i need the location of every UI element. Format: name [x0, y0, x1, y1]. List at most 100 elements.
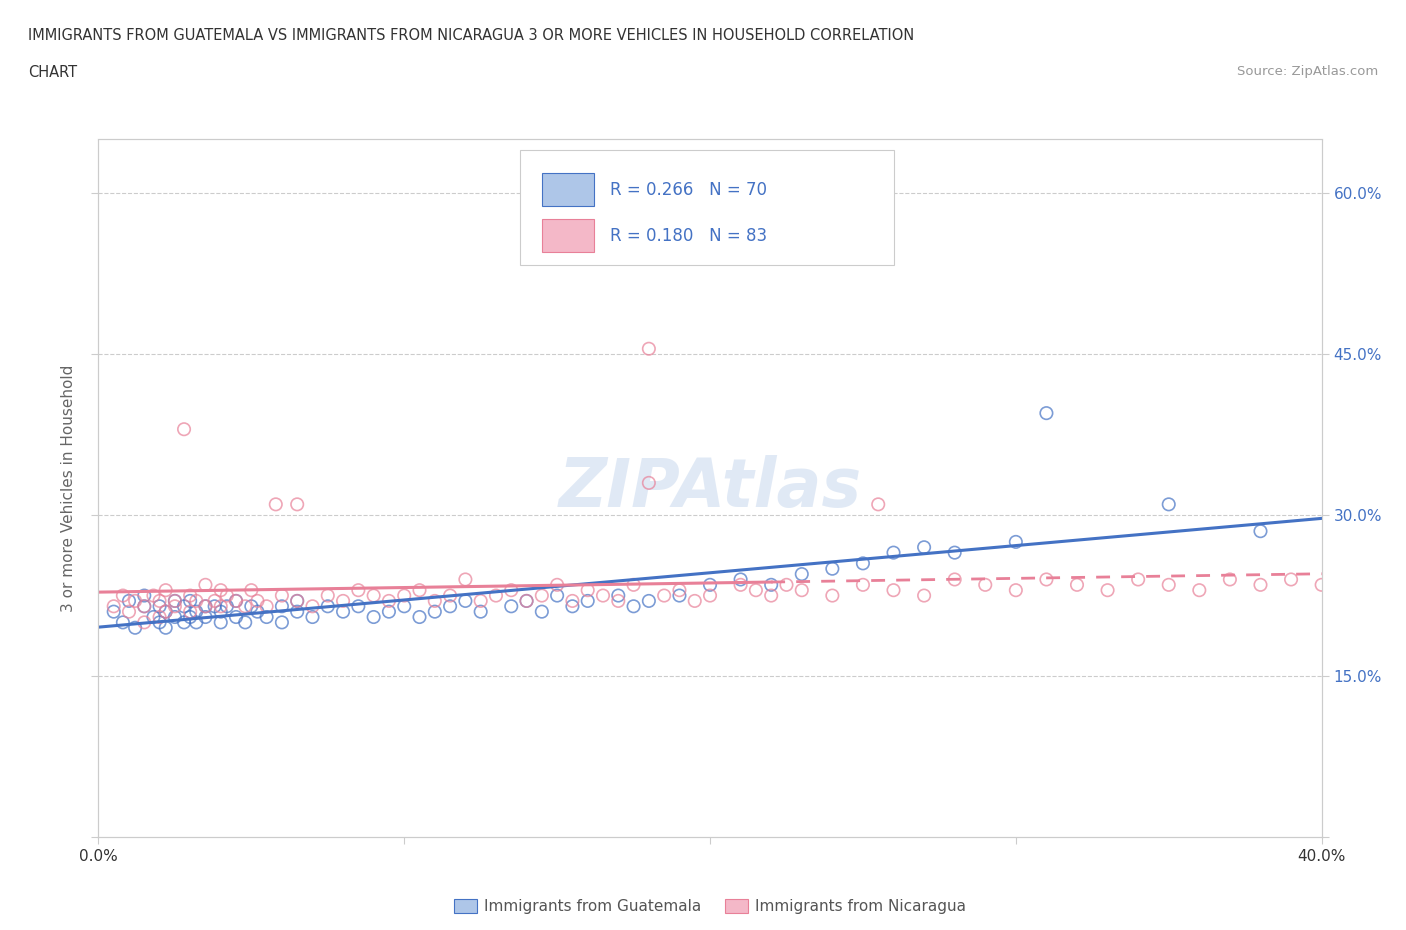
- Text: IMMIGRANTS FROM GUATEMALA VS IMMIGRANTS FROM NICARAGUA 3 OR MORE VEHICLES IN HOU: IMMIGRANTS FROM GUATEMALA VS IMMIGRANTS …: [28, 28, 914, 43]
- Point: [821, 562, 844, 577]
- Point: [668, 583, 690, 598]
- Point: [332, 593, 354, 608]
- Point: [501, 583, 523, 598]
- Point: [256, 599, 278, 614]
- Point: [1035, 572, 1057, 587]
- Point: [285, 497, 308, 512]
- Point: [194, 578, 217, 592]
- Point: [408, 583, 430, 598]
- Point: [179, 604, 201, 619]
- Point: [363, 609, 385, 624]
- Point: [225, 593, 247, 608]
- Point: [194, 599, 217, 614]
- Point: [852, 556, 875, 571]
- Point: [561, 599, 583, 614]
- Point: [246, 604, 269, 619]
- Point: [285, 604, 308, 619]
- Point: [233, 599, 256, 614]
- Point: [1157, 578, 1180, 592]
- Point: [163, 593, 186, 608]
- Point: [155, 620, 177, 635]
- Point: [194, 599, 217, 614]
- Point: [530, 604, 553, 619]
- Point: [194, 609, 217, 624]
- Point: [173, 422, 195, 437]
- Point: [1066, 578, 1088, 592]
- Point: [316, 588, 339, 603]
- Point: [204, 599, 226, 614]
- Point: [1035, 405, 1057, 420]
- Point: [1004, 535, 1026, 550]
- Point: [155, 604, 177, 619]
- Point: [209, 599, 232, 614]
- Point: [423, 604, 446, 619]
- Point: [215, 588, 238, 603]
- Point: [270, 588, 292, 603]
- Point: [623, 578, 645, 592]
- Point: [439, 588, 461, 603]
- Point: [912, 539, 935, 554]
- Point: [111, 588, 134, 603]
- Point: [179, 593, 201, 608]
- Point: [546, 578, 568, 592]
- Point: [225, 609, 247, 624]
- Point: [285, 593, 308, 608]
- Text: R = 0.266   N = 70: R = 0.266 N = 70: [610, 180, 766, 199]
- Point: [124, 593, 146, 608]
- Point: [103, 599, 125, 614]
- Point: [270, 615, 292, 630]
- Point: [134, 615, 156, 630]
- Point: [163, 593, 186, 608]
- Point: [179, 609, 201, 624]
- Text: CHART: CHART: [28, 65, 77, 80]
- Point: [516, 593, 538, 608]
- Point: [576, 593, 599, 608]
- Point: [347, 583, 370, 598]
- Point: [209, 583, 232, 598]
- Point: [974, 578, 997, 592]
- Point: [332, 604, 354, 619]
- Point: [118, 604, 141, 619]
- Point: [155, 583, 177, 598]
- Point: [149, 593, 172, 608]
- Point: [943, 545, 966, 560]
- Point: [637, 341, 661, 356]
- Point: [470, 604, 492, 619]
- Point: [142, 588, 165, 603]
- Point: [607, 593, 630, 608]
- Point: [163, 609, 186, 624]
- Point: [759, 578, 782, 592]
- Point: [209, 615, 232, 630]
- Point: [392, 588, 416, 603]
- Point: [134, 599, 156, 614]
- Point: [883, 583, 905, 598]
- Point: [607, 588, 630, 603]
- Point: [454, 593, 477, 608]
- Point: [730, 578, 752, 592]
- Point: [142, 609, 165, 624]
- Point: [470, 593, 492, 608]
- Point: [347, 599, 370, 614]
- Point: [561, 593, 583, 608]
- Legend: Immigrants from Guatemala, Immigrants from Nicaragua: Immigrants from Guatemala, Immigrants fr…: [447, 893, 973, 920]
- Point: [173, 615, 195, 630]
- Point: [637, 475, 661, 490]
- Point: [576, 583, 599, 598]
- Point: [1128, 572, 1150, 587]
- Point: [485, 588, 508, 603]
- Point: [868, 497, 890, 512]
- Point: [683, 593, 706, 608]
- Point: [501, 599, 523, 614]
- Point: [179, 588, 201, 603]
- Point: [186, 615, 208, 630]
- Point: [1249, 524, 1271, 538]
- Point: [1097, 583, 1119, 598]
- Point: [186, 604, 208, 619]
- Point: [637, 593, 661, 608]
- Point: [285, 593, 308, 608]
- Point: [378, 604, 401, 619]
- Point: [233, 615, 256, 630]
- Point: [316, 599, 339, 614]
- Point: [730, 572, 752, 587]
- Point: [439, 599, 461, 614]
